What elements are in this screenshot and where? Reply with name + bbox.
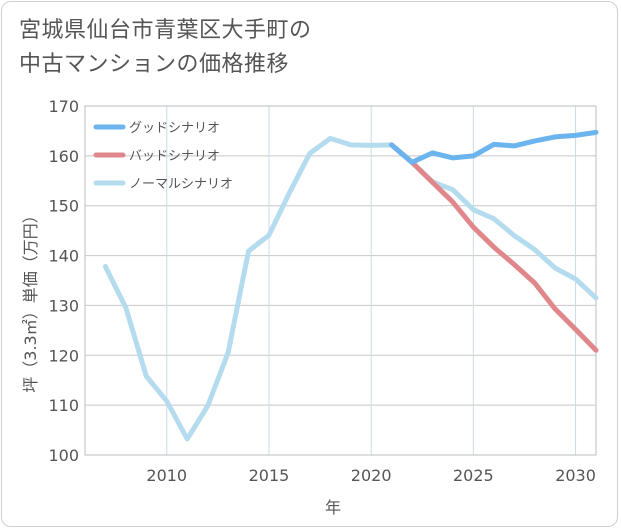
y-tick-label-140: 140 (48, 247, 79, 266)
series-lines (102, 129, 599, 442)
x-tick-label-2015: 2015 (249, 466, 290, 485)
y-axis-label: 坪（3.3㎡）単価（万円） (21, 207, 40, 392)
legend-label-1: バッドシナリオ (129, 149, 220, 164)
legend-label-2: ノーマルシナリオ (129, 177, 233, 192)
y-tick-label-170: 170 (48, 97, 79, 116)
legend-label-0: グッドシナリオ (129, 121, 220, 136)
tick-labels: 100 110 120 130 140 150 160 170 2010 2015 2020 2025… (48, 97, 595, 485)
y-tick-label-130: 130 (48, 296, 79, 315)
series-line-0 (389, 129, 599, 165)
plot-border (84, 105, 597, 456)
chart-title: 宮城県仙台市青葉区大手町の 中古マンションの価格推移 (19, 14, 539, 82)
chart-title-line-2: 中古マンションの価格推移 (19, 52, 290, 77)
y-tick-label-150: 150 (48, 197, 79, 216)
x-tick-label-2025: 2025 (453, 466, 494, 485)
y-tick-label-100: 100 (48, 446, 79, 465)
series-line-2 (102, 135, 599, 442)
x-tick-label-2030: 2030 (555, 466, 596, 485)
x-tick-label-2020: 2020 (351, 466, 392, 485)
x-tick-label-2010: 2010 (146, 466, 187, 485)
y-tick-label-120: 120 (48, 346, 79, 365)
chart-title-line-1: 宮城県仙台市青葉区大手町の (19, 18, 312, 43)
x-axis-label: 年 (325, 498, 341, 517)
series-line-1 (389, 142, 599, 353)
y-tick-label-160: 160 (48, 147, 79, 166)
y-tick-label-110: 110 (48, 396, 79, 415)
